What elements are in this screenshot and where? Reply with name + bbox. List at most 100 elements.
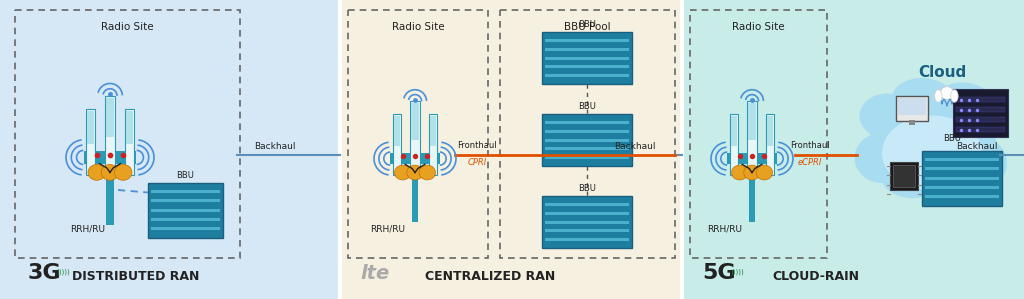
Bar [151, 227, 219, 230]
Bar [955, 107, 1005, 112]
Bar [545, 48, 629, 51]
Bar [411, 103, 419, 140]
Ellipse shape [407, 165, 423, 180]
Text: BBU Pool: BBU Pool [564, 22, 610, 32]
Text: 3G: 3G [28, 263, 61, 283]
Ellipse shape [394, 165, 411, 180]
Text: Backhaul: Backhaul [956, 142, 997, 151]
Bar [925, 186, 999, 189]
Bar [542, 114, 632, 166]
Bar [393, 114, 401, 175]
Bar [545, 229, 629, 232]
Text: ))))): ))))) [730, 269, 743, 275]
Ellipse shape [867, 103, 997, 193]
Bar [106, 164, 114, 225]
Bar [955, 97, 1005, 102]
Bar [909, 120, 915, 124]
Text: CLOUD-RAIN: CLOUD-RAIN [772, 270, 859, 283]
Text: CPRI: CPRI [467, 158, 486, 167]
Ellipse shape [920, 150, 984, 196]
Ellipse shape [115, 164, 132, 180]
Bar [545, 203, 629, 206]
Bar [430, 115, 436, 146]
Bar [151, 218, 219, 221]
Text: Radio Site: Radio Site [732, 22, 784, 32]
Bar [15, 10, 240, 258]
Ellipse shape [854, 133, 909, 183]
Bar [0, 0, 340, 299]
Text: Cloud: Cloud [918, 65, 966, 80]
Text: BBU: BBU [943, 134, 961, 143]
Bar [545, 147, 629, 150]
Bar [545, 57, 629, 60]
Ellipse shape [859, 94, 914, 138]
Bar [394, 115, 400, 146]
Bar [545, 220, 629, 223]
Ellipse shape [419, 165, 435, 180]
Text: BBU: BBU [579, 102, 596, 111]
Bar [86, 109, 95, 175]
Bar [429, 114, 437, 175]
Bar [727, 153, 776, 164]
Ellipse shape [892, 78, 952, 118]
Ellipse shape [743, 165, 760, 180]
Bar [410, 101, 420, 175]
Ellipse shape [950, 90, 958, 102]
Bar [412, 164, 418, 222]
Text: RRH/RU: RRH/RU [707, 225, 742, 234]
Bar [893, 165, 915, 187]
Bar [925, 158, 999, 161]
Bar [922, 150, 1002, 205]
Bar [767, 115, 773, 146]
Bar [682, 0, 1024, 299]
Ellipse shape [101, 164, 119, 180]
Ellipse shape [882, 115, 982, 190]
Text: 5G: 5G [702, 263, 735, 283]
Bar [151, 199, 219, 202]
Bar [925, 195, 999, 198]
Bar [545, 121, 629, 124]
Bar [545, 156, 629, 159]
Bar [545, 138, 629, 141]
Bar [545, 65, 629, 68]
Text: BBU: BBU [579, 184, 596, 193]
Bar [147, 182, 222, 237]
Text: Fronthaul: Fronthaul [457, 141, 497, 150]
Text: Fronthaul: Fronthaul [791, 141, 829, 150]
Text: BBU: BBU [176, 170, 194, 179]
Bar [348, 10, 488, 258]
Bar [955, 117, 1005, 122]
Text: RRH/RU: RRH/RU [370, 225, 406, 234]
Text: Radio Site: Radio Site [101, 22, 154, 32]
Ellipse shape [731, 165, 748, 180]
Bar [749, 103, 756, 140]
Ellipse shape [756, 165, 772, 180]
Bar [925, 167, 999, 170]
Ellipse shape [940, 87, 953, 99]
Bar [542, 196, 632, 248]
Bar [545, 238, 629, 241]
Bar [545, 74, 629, 77]
Bar [545, 39, 629, 42]
Bar [105, 98, 115, 138]
Ellipse shape [927, 83, 997, 138]
Text: RRH/RU: RRH/RU [70, 225, 105, 234]
Bar [890, 162, 918, 190]
Bar [151, 190, 219, 193]
Bar [896, 95, 928, 120]
Text: ))))): ))))) [56, 269, 70, 275]
Text: eCPRI: eCPRI [798, 158, 822, 167]
Text: Radio Site: Radio Site [392, 22, 444, 32]
Bar [151, 208, 219, 211]
Bar [749, 164, 756, 222]
Bar [390, 153, 439, 164]
Ellipse shape [882, 158, 942, 198]
Bar [952, 89, 1008, 137]
Bar [500, 10, 675, 258]
Ellipse shape [957, 138, 1007, 188]
Bar [125, 109, 134, 175]
Bar [748, 101, 757, 175]
Text: CENTRALIZED RAN: CENTRALIZED RAN [425, 270, 555, 283]
Bar [545, 130, 629, 133]
Bar [766, 114, 774, 175]
